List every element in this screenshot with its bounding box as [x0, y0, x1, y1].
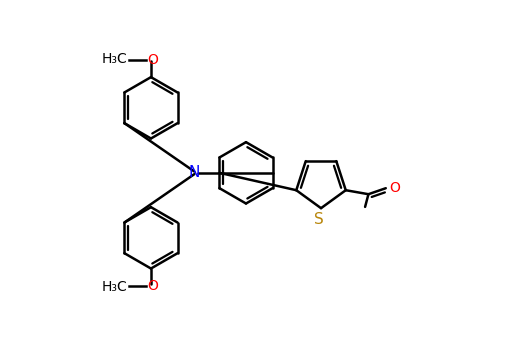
Text: O: O: [147, 279, 158, 293]
Text: H₃C: H₃C: [101, 52, 127, 66]
Text: O: O: [389, 181, 400, 195]
Text: S: S: [314, 212, 324, 227]
Text: N: N: [188, 165, 200, 180]
Text: O: O: [147, 53, 158, 67]
Text: H₃C: H₃C: [101, 280, 127, 294]
